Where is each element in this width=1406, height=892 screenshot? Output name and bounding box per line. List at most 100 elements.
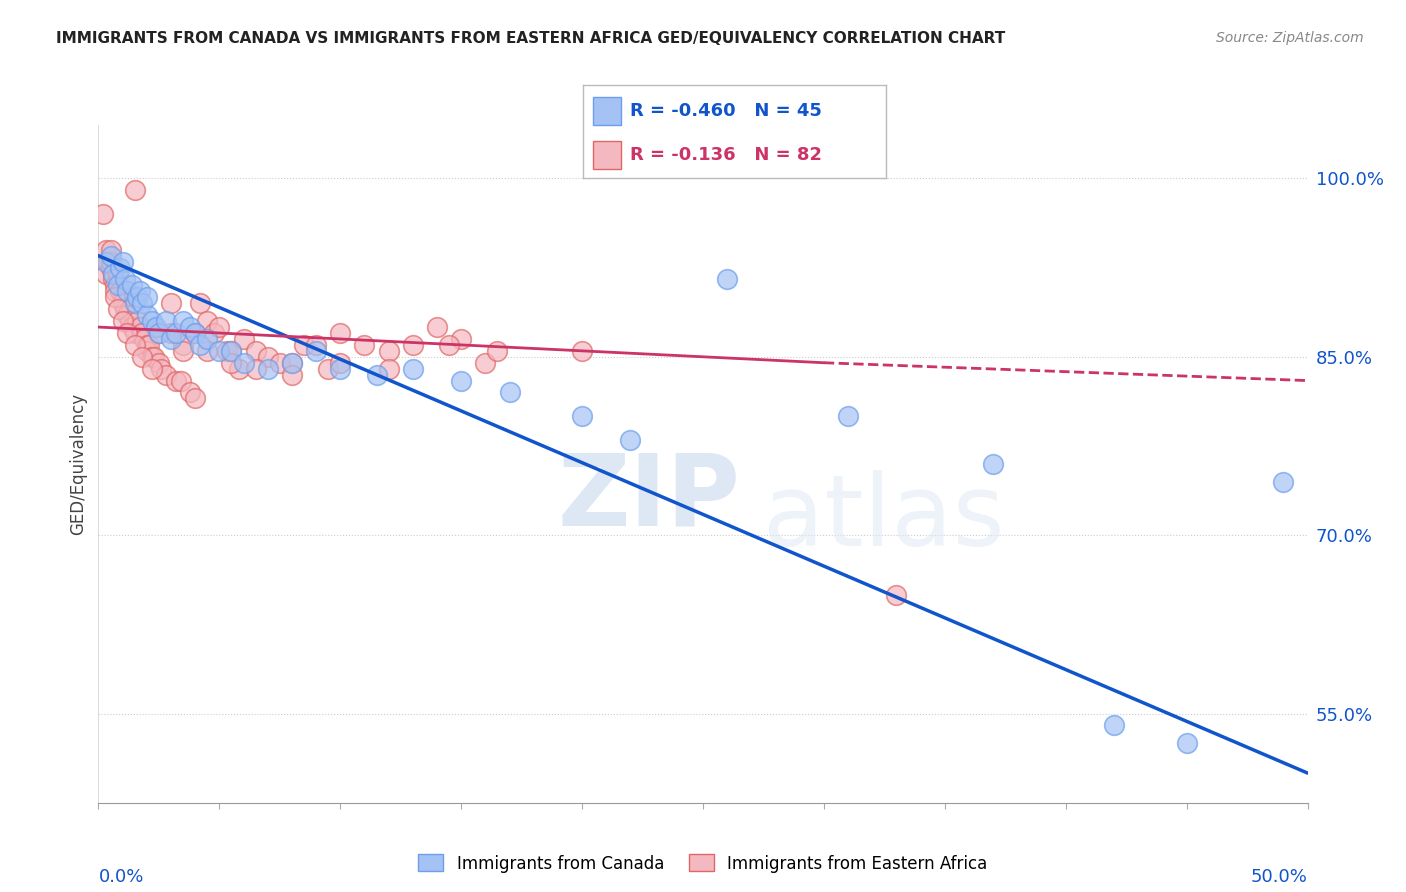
FancyBboxPatch shape	[592, 97, 621, 125]
Point	[256, 361, 278, 376]
Point	[131, 296, 153, 310]
Point	[160, 296, 183, 310]
Point	[179, 385, 201, 400]
Text: R = -0.136   N = 82: R = -0.136 N = 82	[630, 146, 823, 164]
Point	[172, 338, 194, 352]
Point	[94, 243, 117, 257]
Point	[837, 409, 859, 424]
Point	[281, 356, 304, 370]
Point	[474, 356, 496, 370]
Point	[165, 326, 187, 340]
Point	[402, 338, 425, 352]
Point	[135, 343, 157, 358]
Point	[111, 296, 134, 310]
Text: atlas: atlas	[763, 469, 1005, 566]
Point	[366, 368, 388, 382]
Point	[148, 356, 170, 370]
Point	[100, 249, 122, 263]
Point	[329, 361, 352, 376]
Point	[981, 457, 1004, 471]
Point	[111, 254, 134, 268]
Point	[128, 320, 150, 334]
Text: 0.0%: 0.0%	[98, 868, 143, 887]
Point	[101, 272, 124, 286]
Point	[91, 207, 114, 221]
Point	[121, 320, 143, 334]
Text: 50.0%: 50.0%	[1251, 868, 1308, 887]
Point	[232, 356, 254, 370]
Point	[450, 332, 472, 346]
Point	[232, 332, 254, 346]
Point	[1272, 475, 1295, 489]
Point	[118, 314, 141, 328]
Point	[107, 278, 129, 293]
Point	[204, 326, 226, 340]
Point	[135, 290, 157, 304]
Point	[221, 356, 243, 370]
Point	[114, 302, 136, 317]
Point	[188, 296, 211, 310]
Point	[107, 302, 129, 317]
Point	[169, 374, 191, 388]
Point	[165, 374, 187, 388]
Point	[172, 314, 194, 328]
Point	[104, 278, 127, 293]
Point	[619, 433, 641, 447]
Point	[305, 338, 328, 352]
Legend: Immigrants from Canada, Immigrants from Eastern Africa: Immigrants from Canada, Immigrants from …	[412, 847, 994, 880]
Point	[188, 338, 211, 352]
Point	[208, 320, 231, 334]
Point	[426, 320, 449, 334]
Point	[114, 272, 136, 286]
Point	[127, 290, 149, 304]
Point	[292, 338, 315, 352]
Point	[101, 267, 124, 281]
Point	[305, 343, 328, 358]
Point	[179, 320, 201, 334]
Point	[148, 326, 170, 340]
Point	[281, 356, 304, 370]
Point	[117, 326, 139, 340]
Point	[716, 272, 738, 286]
Point	[1175, 736, 1198, 750]
Point	[498, 385, 520, 400]
Text: IMMIGRANTS FROM CANADA VS IMMIGRANTS FROM EASTERN AFRICA GED/EQUIVALENCY CORRELA: IMMIGRANTS FROM CANADA VS IMMIGRANTS FRO…	[56, 31, 1005, 46]
Point	[124, 338, 146, 352]
Point	[143, 350, 166, 364]
Point	[353, 338, 375, 352]
Point	[124, 326, 146, 340]
Point	[117, 285, 139, 299]
Point	[221, 343, 243, 358]
Point	[184, 326, 207, 340]
Point	[571, 343, 593, 358]
Point	[101, 267, 124, 281]
Point	[135, 338, 157, 352]
Point	[256, 350, 278, 364]
Point	[329, 356, 352, 370]
Point	[141, 314, 163, 328]
Point	[138, 338, 160, 352]
Point	[148, 326, 170, 340]
Point	[121, 278, 143, 293]
Point	[195, 314, 218, 328]
Point	[131, 326, 153, 340]
Point	[228, 361, 250, 376]
Point	[94, 267, 117, 281]
Point	[269, 356, 291, 370]
Point	[108, 285, 131, 299]
Point	[145, 320, 167, 334]
Point	[377, 343, 399, 358]
Point	[141, 361, 163, 376]
Point	[329, 326, 352, 340]
Point	[135, 308, 157, 322]
Y-axis label: GED/Equivalency: GED/Equivalency	[69, 392, 87, 535]
Point	[94, 254, 117, 268]
Point	[402, 361, 425, 376]
Point	[184, 326, 207, 340]
Point	[124, 183, 146, 197]
Point	[160, 332, 183, 346]
Point	[127, 314, 149, 328]
Point	[215, 343, 238, 358]
Point	[128, 285, 150, 299]
Point	[245, 361, 267, 376]
